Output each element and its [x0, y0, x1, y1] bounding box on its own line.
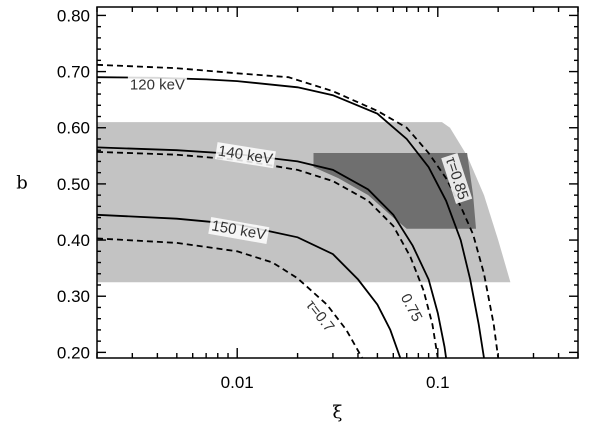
- contour-label-bg: [395, 289, 427, 327]
- x-tick-label: 0.01: [221, 373, 254, 392]
- y-tick-label: 0.80: [57, 6, 90, 25]
- contour-label-bg: [441, 153, 473, 204]
- solid-contour-5: [97, 213, 402, 358]
- y-tick-label: 0.50: [57, 175, 90, 194]
- y-tick-label: 0.30: [57, 287, 90, 306]
- y-tick-label: 0.60: [57, 119, 90, 138]
- dashed-contour-2: [97, 63, 500, 358]
- axis-ticks: 0.20 0.30 0.40 0.50 0.60 0.70 0.80 0.01 0.1: [57, 6, 579, 392]
- x-axis-title: ξ: [333, 402, 343, 423]
- y-tick-label: 0.70: [57, 63, 90, 82]
- dashed-contour-6: [97, 237, 363, 358]
- x-tick-label: 0.1: [426, 373, 450, 392]
- contour-label-5: τ=0.7: [301, 295, 339, 338]
- contour-label-bg: [208, 216, 270, 244]
- contour-label-6: 0.75: [395, 289, 427, 327]
- shaded-regions: [97, 122, 511, 283]
- plot-frame: [96, 6, 579, 359]
- y-tick-label: 0.40: [57, 231, 90, 250]
- contour-label-bg: [301, 295, 339, 338]
- contour-label-bg: [127, 76, 187, 94]
- y-axis-title: b: [16, 173, 28, 194]
- contour-label-bg: [214, 142, 276, 169]
- contour-label-1: 120 keV: [127, 76, 187, 94]
- shaded-region-2: [313, 153, 476, 229]
- contour-label-text: 120 keV: [130, 77, 185, 94]
- y-tick-label: 0.20: [57, 343, 90, 362]
- solid-contour-1: [97, 76, 485, 358]
